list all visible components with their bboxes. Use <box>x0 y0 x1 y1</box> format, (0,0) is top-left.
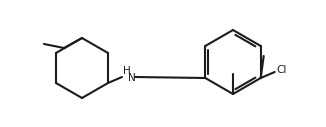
Text: H: H <box>123 66 131 76</box>
Text: Cl: Cl <box>277 65 287 75</box>
Text: N: N <box>128 73 136 83</box>
